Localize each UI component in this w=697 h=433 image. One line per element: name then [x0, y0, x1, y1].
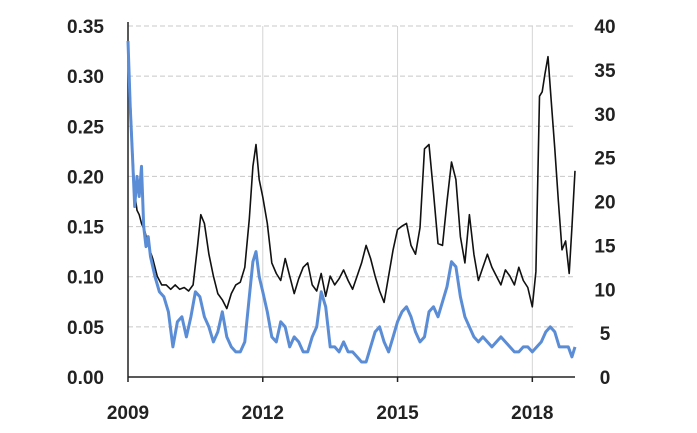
right-tick-label: 15 — [594, 236, 616, 257]
series-lines — [126, 40, 577, 364]
right-axis-ticks: 0 5 10 15 20 25 30 35 40 — [594, 17, 616, 389]
series-line-right-axis — [127, 52, 576, 310]
x-tick-label: 2015 — [376, 403, 419, 424]
left-tick-label: 0.35 — [67, 17, 104, 38]
x-axis-ticks: 2009 2012 2015 2018 — [107, 403, 554, 424]
left-tick-label: 0.15 — [67, 218, 104, 239]
right-tick-label: 40 — [594, 17, 615, 38]
right-tick-label: 25 — [594, 149, 616, 170]
left-tick-label: 0.25 — [67, 117, 104, 138]
left-tick-label: 0.30 — [67, 67, 104, 88]
left-tick-label: 0.05 — [67, 318, 104, 339]
right-tick-label: 35 — [594, 61, 616, 82]
right-tick-label: 20 — [594, 193, 615, 214]
x-tick-label: 2009 — [107, 403, 149, 424]
left-tick-label: 0.00 — [67, 368, 104, 389]
right-tick-label: 0 — [600, 368, 611, 389]
right-tick-label: 30 — [594, 105, 615, 126]
x-tick-label: 2012 — [242, 403, 284, 424]
left-axis-ticks: 0.00 0.05 0.10 0.15 0.20 0.25 0.30 0.35 — [67, 17, 104, 389]
gridlines — [128, 25, 575, 377]
right-tick-label: 5 — [600, 324, 611, 345]
left-tick-label: 0.10 — [67, 268, 104, 289]
series-line-left-axis — [126, 40, 577, 364]
left-tick-label: 0.20 — [67, 167, 104, 188]
right-tick-label: 10 — [594, 280, 615, 301]
x-tick-label: 2018 — [511, 403, 553, 424]
